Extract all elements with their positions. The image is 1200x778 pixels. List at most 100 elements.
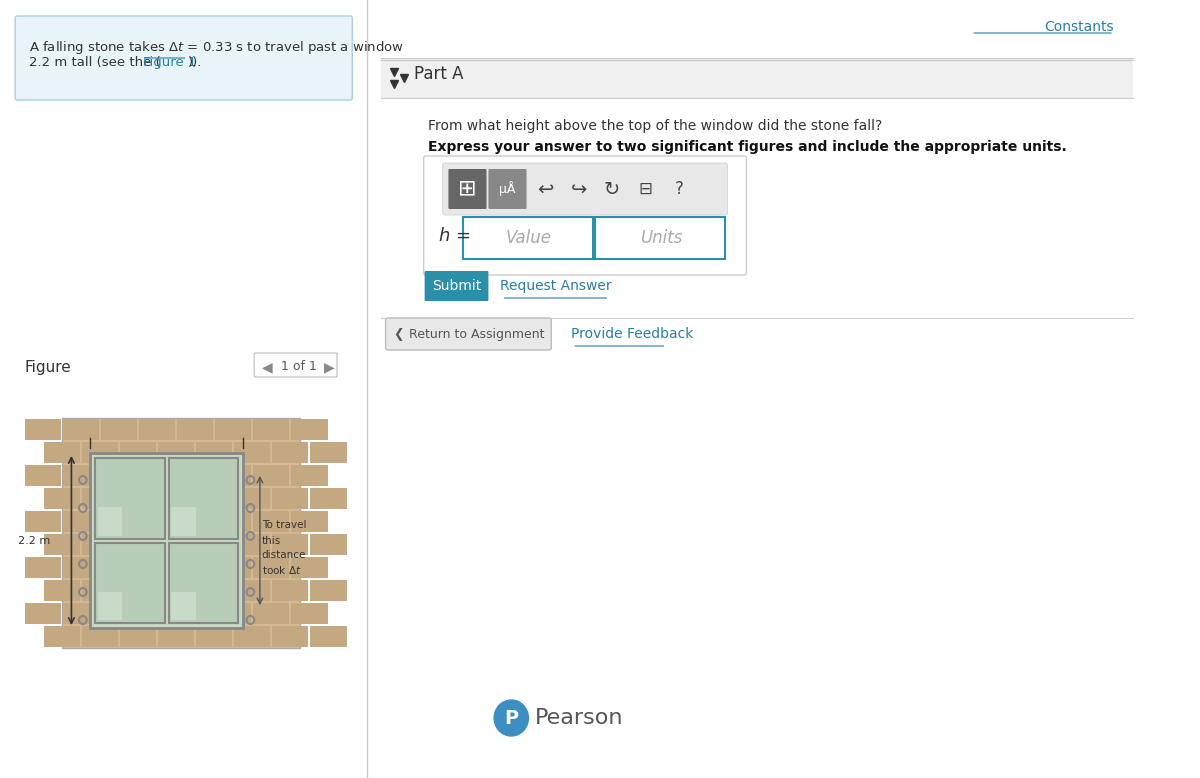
- Bar: [139, 419, 175, 440]
- Bar: [101, 419, 137, 440]
- FancyBboxPatch shape: [254, 353, 337, 377]
- Text: Figure: Figure: [25, 360, 72, 375]
- Bar: [196, 580, 233, 601]
- Text: ↩: ↩: [538, 180, 553, 198]
- Bar: [120, 534, 156, 555]
- Bar: [196, 534, 233, 555]
- Bar: [120, 488, 156, 509]
- Bar: [253, 557, 289, 578]
- Bar: [234, 442, 270, 463]
- Bar: [43, 534, 80, 555]
- Bar: [215, 603, 251, 624]
- Bar: [25, 511, 61, 532]
- Text: Figure 1: Figure 1: [143, 56, 197, 69]
- Text: Pearson: Pearson: [535, 708, 624, 728]
- Text: ❮: ❮: [394, 328, 403, 341]
- Bar: [158, 580, 194, 601]
- Bar: [311, 442, 347, 463]
- Bar: [380, 58, 1133, 98]
- Text: ⊞: ⊞: [458, 179, 476, 199]
- Text: Part A: Part A: [414, 65, 463, 83]
- Bar: [82, 580, 118, 601]
- Text: Return to Assignment: Return to Assignment: [409, 328, 545, 341]
- Bar: [272, 534, 308, 555]
- Bar: [82, 442, 118, 463]
- Bar: [82, 488, 118, 509]
- Bar: [292, 419, 328, 440]
- Bar: [272, 488, 308, 509]
- Text: Units: Units: [640, 229, 682, 247]
- Bar: [272, 442, 308, 463]
- Bar: [196, 626, 233, 647]
- Bar: [98, 507, 122, 535]
- Text: To travel: To travel: [262, 520, 306, 531]
- Bar: [25, 465, 61, 486]
- Bar: [178, 603, 214, 624]
- Bar: [101, 511, 137, 532]
- Text: ↻: ↻: [604, 180, 620, 198]
- FancyBboxPatch shape: [385, 318, 551, 350]
- Bar: [120, 626, 156, 647]
- Bar: [253, 603, 289, 624]
- Bar: [139, 603, 175, 624]
- Bar: [215, 465, 251, 486]
- FancyBboxPatch shape: [443, 163, 727, 215]
- Bar: [101, 557, 137, 578]
- Text: P: P: [504, 709, 518, 727]
- Bar: [90, 453, 242, 628]
- Text: A falling stone takes $\Delta t$ = 0.33 s to travel past a window: A falling stone takes $\Delta t$ = 0.33 …: [29, 39, 403, 56]
- Bar: [196, 488, 233, 509]
- Bar: [43, 626, 80, 647]
- Bar: [215, 419, 251, 440]
- Text: $h$ =: $h$ =: [438, 227, 470, 245]
- Bar: [62, 419, 100, 440]
- Bar: [292, 603, 328, 624]
- Bar: [292, 557, 328, 578]
- Bar: [139, 511, 175, 532]
- Bar: [158, 442, 194, 463]
- Bar: [62, 418, 300, 648]
- Text: μÅ: μÅ: [499, 181, 516, 197]
- FancyBboxPatch shape: [425, 271, 488, 301]
- Bar: [25, 603, 61, 624]
- Bar: [215, 557, 251, 578]
- FancyBboxPatch shape: [16, 16, 353, 100]
- Text: ?: ?: [674, 180, 683, 198]
- Bar: [311, 580, 347, 601]
- Text: Value: Value: [505, 229, 552, 247]
- Bar: [311, 626, 347, 647]
- Text: From what height above the top of the window did the stone fall?: From what height above the top of the wi…: [428, 119, 883, 133]
- Text: 1 of 1: 1 of 1: [281, 360, 317, 373]
- Text: 2.2 m tall (see the (: 2.2 m tall (see the (: [29, 56, 161, 69]
- Bar: [234, 626, 270, 647]
- Bar: [178, 511, 214, 532]
- Text: distance: distance: [262, 551, 306, 560]
- Text: this: this: [262, 535, 281, 545]
- Bar: [311, 534, 347, 555]
- Text: 2.2 m: 2.2 m: [18, 535, 50, 545]
- Text: Submit: Submit: [432, 279, 481, 293]
- Bar: [178, 419, 214, 440]
- Bar: [62, 557, 100, 578]
- Text: ⊟: ⊟: [638, 180, 653, 198]
- Bar: [62, 511, 100, 532]
- Bar: [253, 465, 289, 486]
- Bar: [82, 626, 118, 647]
- Bar: [101, 465, 137, 486]
- Bar: [43, 488, 80, 509]
- Bar: [311, 488, 347, 509]
- Bar: [95, 542, 164, 623]
- Bar: [120, 580, 156, 601]
- Bar: [178, 557, 214, 578]
- Bar: [158, 534, 194, 555]
- Bar: [172, 507, 196, 535]
- Bar: [101, 603, 137, 624]
- Bar: [196, 442, 233, 463]
- FancyBboxPatch shape: [424, 156, 746, 275]
- Bar: [272, 580, 308, 601]
- Bar: [82, 534, 118, 555]
- Bar: [215, 511, 251, 532]
- Bar: [292, 465, 328, 486]
- Bar: [253, 511, 289, 532]
- Bar: [43, 442, 80, 463]
